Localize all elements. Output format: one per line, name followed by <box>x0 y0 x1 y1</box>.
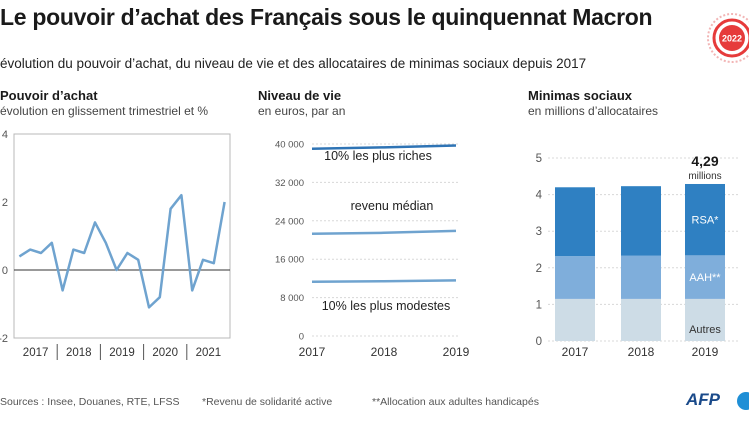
p2-xtick-label: 2017 <box>299 345 326 359</box>
p3-segment-label: Autres <box>689 324 721 336</box>
p1-xgroup-label: 2021 <box>196 347 222 359</box>
p3-bar-aah <box>685 255 725 299</box>
p2-series-label: 10% les plus modestes <box>322 299 451 313</box>
p1-xgroup-label: 2020 <box>152 347 178 359</box>
p2-xtick-label: 2019 <box>443 345 470 359</box>
p2-series-line <box>311 229 457 236</box>
p3-bar-rsa <box>621 186 661 256</box>
p3-bar-rsa <box>555 187 595 257</box>
p1-xgroup-label: 2018 <box>66 347 92 359</box>
badge-text: 2022 <box>722 34 742 44</box>
footer-note-aah: **Allocation aux adultes handicapés <box>372 396 539 408</box>
p2-series-label: 10% les plus riches <box>324 149 432 163</box>
footer-sources: Sources : Insee, Douanes, RTE, LFSS <box>0 396 180 408</box>
panel1-title: Pouvoir d’achat <box>0 88 98 103</box>
p3-ytick-label: 0 <box>536 336 542 348</box>
p3-xtick-label: 2017 <box>562 345 589 359</box>
p2-ytick-label: 32 000 <box>275 178 304 189</box>
p1-xgroup-label: 2017 <box>23 347 49 359</box>
panel2-title: Niveau de vie <box>258 88 342 103</box>
panel1-subtitle: évolution en glissement trimestriel et % <box>0 104 209 118</box>
p2-ytick-label: 24 000 <box>275 216 304 227</box>
afp-logo-dot-icon <box>737 392 749 410</box>
p2-xtick-label: 2018 <box>371 345 398 359</box>
p3-ytick-label: 1 <box>536 299 542 311</box>
p1-series-line <box>18 193 226 309</box>
p3-xtick-label: 2018 <box>628 345 655 359</box>
p3-ytick-label: 5 <box>536 153 542 165</box>
p3-ytick-label: 2 <box>536 263 542 275</box>
p1-ytick-label: 2 <box>2 197 8 209</box>
p3-segment-label: RSA* <box>692 215 720 227</box>
year-badge-icon: 2022 <box>707 13 749 63</box>
panel2-subtitle: en euros, par an <box>258 104 346 118</box>
page-title: Le pouvoir d’achat des Français sous le … <box>0 4 653 30</box>
p1-frame <box>13 133 231 339</box>
p3-total-value: 4,29 <box>691 153 718 169</box>
p3-bar-aah <box>555 256 595 299</box>
p3-bar-rsa <box>685 183 725 256</box>
p2-ytick-label: 8 000 <box>280 293 304 304</box>
p2-series-line <box>311 144 457 151</box>
p1-ytick-label: 4 <box>2 129 8 141</box>
p2-ytick-label: 16 000 <box>275 255 304 266</box>
p1-xgroup-label: 2019 <box>109 347 135 359</box>
p3-bar-autres <box>685 298 725 341</box>
footer-note-rsa: *Revenu de solidarité active <box>202 396 333 408</box>
p2-series-line <box>311 279 457 284</box>
page-subtitle: évolution du pouvoir d’achat, du niveau … <box>0 56 587 71</box>
p1-ytick-label: -2 <box>0 333 8 345</box>
afp-logo: AFP <box>686 390 720 409</box>
p2-ytick-label: 40 000 <box>275 140 304 151</box>
p3-xtick-label: 2019 <box>692 345 719 359</box>
p1-ytick-label: 0 <box>2 265 8 277</box>
p2-ytick-label: 0 <box>299 332 304 343</box>
p3-bar-autres <box>621 298 661 341</box>
p3-ytick-label: 3 <box>536 226 542 238</box>
p3-bar-autres <box>555 298 595 341</box>
panel3-subtitle: en millions d’allocataires <box>528 104 659 118</box>
p3-bar-aah <box>621 255 661 299</box>
p3-segment-label: AAH** <box>689 272 721 284</box>
panel3-title: Minimas sociaux <box>528 88 633 103</box>
p3-ytick-label: 4 <box>536 190 543 202</box>
p2-series-label: revenu médian <box>351 199 434 213</box>
p3-total-unit: millions <box>688 171 721 182</box>
